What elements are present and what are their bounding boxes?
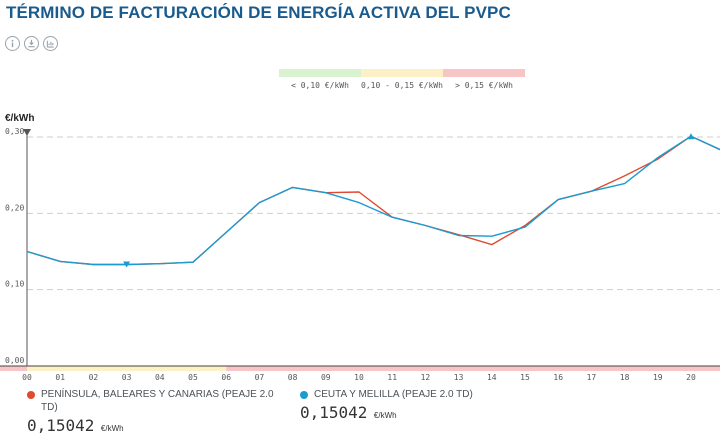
x-tick-label: 09 [321,373,331,380]
x-tick-label: 05 [188,373,198,380]
x-tick-label: 04 [155,373,165,380]
y-tick-label: 0,20 [5,203,24,212]
series-line-peninsula [27,136,720,264]
price-line-chart: < 0,10 €/kWh 0,10 - 0,15 €/kWh > 0,15 €/kW… [0,60,720,380]
x-tick-label: 00 [22,373,32,380]
y-axis-title: €/kWh [5,113,34,124]
x-tick-label: 18 [620,373,630,380]
y-tick-label: 0,30 [5,127,24,136]
legend-unit: €/kWh [374,411,397,420]
legend-name: PENÍNSULA, BALEARES Y CANARIAS (PEAJE 2.… [41,388,287,414]
legend-dot [27,391,35,399]
x-price-band [226,366,720,371]
info-icon[interactable] [5,36,20,51]
page-title: TÉRMINO DE FACTURACIÓN DE ENERGÍA ACTIVA… [6,3,511,23]
legend-value: 0,15042 [300,403,367,422]
x-tick-label: 07 [255,373,265,380]
x-tick-label: 03 [122,373,132,380]
download-icon[interactable] [24,36,39,51]
legend-name: CEUTA Y MELILLA (PEAJE 2.0 TD) [314,388,473,401]
price-band-label: > 0,15 €/kWh [455,81,513,90]
price-band-swatch [279,69,361,77]
x-tick-label: 16 [553,373,563,380]
x-tick-label: 01 [55,373,65,380]
chart-icon[interactable] [43,36,58,51]
y-tick-label: 0,10 [5,280,24,289]
x-tick-label: 17 [587,373,597,380]
legend-item-peninsula[interactable]: PENÍNSULA, BALEARES Y CANARIAS (PEAJE 2.… [27,388,287,436]
legend-value: 0,15042 [27,416,94,435]
price-band-swatch [361,69,443,77]
x-price-band [0,366,27,371]
x-price-band [27,366,226,371]
x-tick-label: 08 [288,373,298,380]
x-tick-label: 12 [421,373,431,380]
x-tick-label: 15 [520,373,530,380]
x-tick-label: 11 [387,373,397,380]
x-tick-label: 02 [89,373,99,380]
y-tick-label: 0,00 [5,356,24,365]
price-band-label: 0,10 - 0,15 €/kWh [361,81,443,90]
x-tick-label: 20 [686,373,696,380]
x-tick-label: 06 [221,373,231,380]
series-line-ceuta-melilla [27,136,720,264]
x-tick-label: 13 [454,373,464,380]
legend-dot [300,391,308,399]
toolbar [5,36,58,51]
x-tick-label: 14 [487,373,497,380]
price-band-label: < 0,10 €/kWh [291,81,349,90]
price-band-swatch [443,69,525,77]
x-tick-label: 10 [354,373,364,380]
x-tick-label: 19 [653,373,663,380]
legend-item-ceuta-melilla[interactable]: CEUTA Y MELILLA (PEAJE 2.0 TD) 0,15042 €… [300,388,560,423]
max-marker [688,133,695,139]
